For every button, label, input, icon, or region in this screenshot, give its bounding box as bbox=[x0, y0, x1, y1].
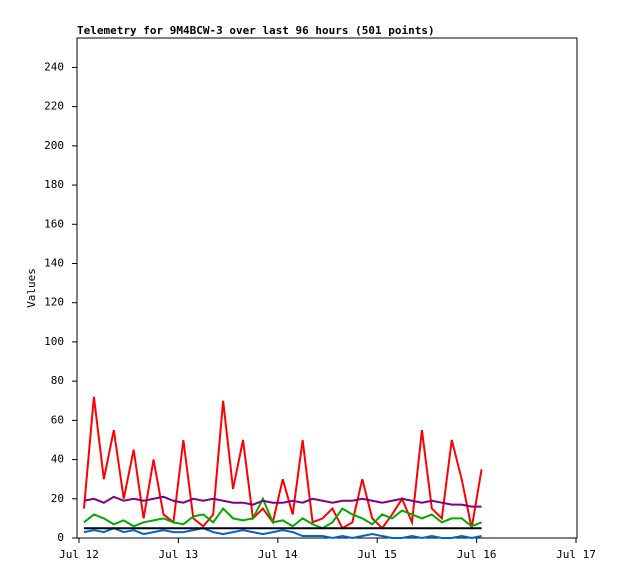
x-tick-label: Jul 15 bbox=[357, 548, 397, 561]
y-tick-label: 180 bbox=[44, 178, 64, 191]
y-tick-label: 80 bbox=[51, 374, 64, 387]
y-tick-label: 240 bbox=[44, 60, 64, 73]
series-line bbox=[83, 496, 482, 530]
x-tick-label: Jul 16 bbox=[457, 548, 497, 561]
series-line bbox=[83, 527, 482, 540]
chart-title: Telemetry for 9M4BCW-3 over last 96 hour… bbox=[77, 24, 435, 37]
x-tick-label: Jul 12 bbox=[59, 548, 99, 561]
y-tick-label: 20 bbox=[51, 492, 64, 505]
plot-frame bbox=[76, 37, 578, 539]
x-tick-label: Jul 17 bbox=[556, 548, 596, 561]
y-tick-label: 40 bbox=[51, 453, 64, 466]
y-tick-label: 200 bbox=[44, 139, 64, 152]
x-tick-label: Jul 14 bbox=[258, 548, 298, 561]
series-line bbox=[83, 495, 482, 508]
x-tick-label: Jul 13 bbox=[159, 548, 199, 561]
y-tick-label: 120 bbox=[44, 296, 64, 309]
y-axis-label: Values bbox=[25, 268, 38, 308]
y-tick-label: 0 bbox=[57, 531, 64, 544]
y-tick-label: 220 bbox=[44, 100, 64, 113]
series-line bbox=[82, 396, 483, 530]
y-tick-label: 160 bbox=[44, 217, 64, 230]
y-tick-label: 100 bbox=[44, 335, 64, 348]
y-tick-label: 60 bbox=[51, 413, 64, 426]
y-tick-label: 140 bbox=[44, 256, 64, 269]
